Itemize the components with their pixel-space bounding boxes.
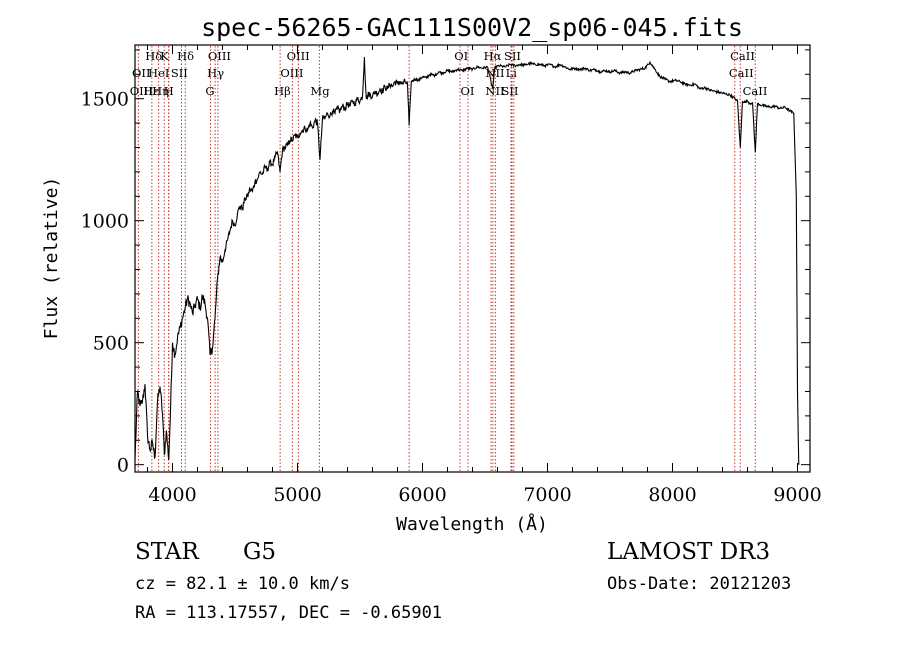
line-label-6: Hα (484, 49, 502, 63)
x-tick-label-5000: 5000 (273, 484, 321, 506)
axes: 4000 5000 6000 7000 8000 9000 0 500 1000 1500 (81, 44, 822, 506)
line-label-25: NII (485, 84, 504, 98)
spectral-line-markers (137, 46, 756, 471)
line-label-18: Hε (143, 84, 159, 98)
line-label-13: OIII (280, 66, 303, 80)
line-label-27: CaII (743, 84, 768, 98)
line-label-3: OIII (208, 49, 231, 63)
line-label-23: Mg (310, 84, 330, 98)
x-tick-label-6000: 6000 (398, 484, 446, 506)
survey-name: LAMOST DR3 (607, 539, 771, 565)
line-label-7: SII (504, 49, 521, 63)
y-tick-label-0: 0 (117, 455, 129, 477)
line-label-9: OII (132, 66, 151, 80)
line-label-15: Li (506, 66, 518, 80)
chart-title: spec-56265-GAC111S00V2_sp06-045.fits (201, 13, 743, 42)
line-label-16: CaII (729, 66, 754, 80)
x-tick-label-8000: 8000 (648, 484, 696, 506)
spectral-subclass: G5 (243, 539, 277, 565)
line-label-11: SII (171, 66, 188, 80)
redshift-velocity: cz = 82.1 ± 10.0 km/s (135, 574, 350, 594)
coordinates: RA = 113.17557, DEC = -0.65901 (135, 603, 443, 623)
y-tick-label-1000: 1000 (81, 211, 129, 233)
x-tick-label-9000: 9000 (773, 484, 821, 506)
line-label-22: Hβ (274, 84, 291, 98)
line-label-19: Hη (152, 84, 169, 98)
observation-date: Obs-Date: 20121203 (607, 574, 792, 594)
line-label-24: OI (461, 84, 475, 98)
spectrum-line (134, 57, 800, 465)
line-label-2: Hδ (177, 49, 194, 63)
line-label-1: K (160, 49, 169, 63)
line-label-26: SII (502, 84, 519, 98)
x-tick-label-7000: 7000 (523, 484, 571, 506)
y-axis-label: Flux (relative) (41, 177, 62, 340)
y-tick-label-500: 500 (93, 333, 129, 355)
plot-frame (134, 44, 811, 473)
y-tick-label-1500: 1500 (81, 89, 129, 111)
line-label-4: OIII (287, 49, 310, 63)
x-axis-label: Wavelength (Å) (396, 513, 548, 535)
object-class: STAR (135, 539, 199, 565)
line-label-10: HeI (148, 66, 169, 80)
line-label-20: H (164, 84, 174, 98)
x-tick-label-4000: 4000 (148, 484, 196, 506)
line-label-12: Hγ (207, 66, 224, 80)
line-label-21: G (205, 84, 214, 98)
line-label-5: OI (454, 49, 468, 63)
line-label-8: CaII (730, 49, 755, 63)
line-label-0: Hδ (145, 49, 162, 63)
